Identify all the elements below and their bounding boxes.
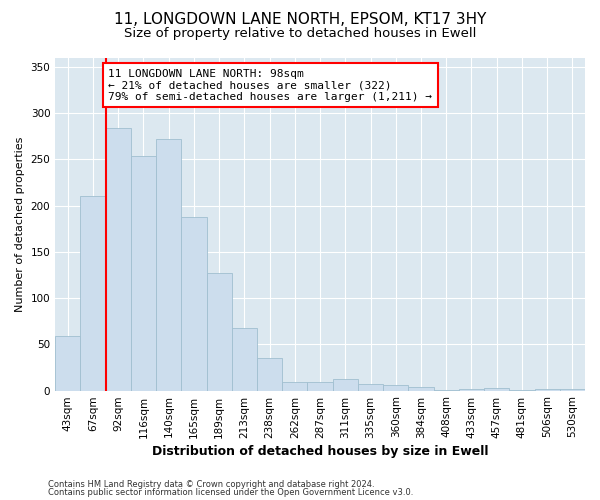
Text: Contains public sector information licensed under the Open Government Licence v3: Contains public sector information licen… <box>48 488 413 497</box>
Bar <box>560 388 585 390</box>
Bar <box>181 216 206 390</box>
Bar <box>484 388 509 390</box>
Bar <box>383 385 409 390</box>
Bar <box>535 388 560 390</box>
Bar <box>332 378 358 390</box>
Bar <box>156 139 181 390</box>
Bar <box>206 273 232 390</box>
Text: 11 LONGDOWN LANE NORTH: 98sqm
← 21% of detached houses are smaller (322)
79% of : 11 LONGDOWN LANE NORTH: 98sqm ← 21% of d… <box>108 68 432 102</box>
Bar <box>106 128 131 390</box>
Bar <box>257 358 282 390</box>
Y-axis label: Number of detached properties: Number of detached properties <box>15 136 25 312</box>
Bar <box>358 384 383 390</box>
Bar <box>55 336 80 390</box>
Bar <box>131 156 156 390</box>
Text: Size of property relative to detached houses in Ewell: Size of property relative to detached ho… <box>124 28 476 40</box>
Text: Contains HM Land Registry data © Crown copyright and database right 2024.: Contains HM Land Registry data © Crown c… <box>48 480 374 489</box>
Bar <box>232 328 257 390</box>
X-axis label: Distribution of detached houses by size in Ewell: Distribution of detached houses by size … <box>152 444 488 458</box>
Bar <box>282 382 307 390</box>
Bar <box>459 388 484 390</box>
Bar <box>409 387 434 390</box>
Text: 11, LONGDOWN LANE NORTH, EPSOM, KT17 3HY: 11, LONGDOWN LANE NORTH, EPSOM, KT17 3HY <box>114 12 486 28</box>
Bar <box>307 382 332 390</box>
Bar <box>80 196 106 390</box>
